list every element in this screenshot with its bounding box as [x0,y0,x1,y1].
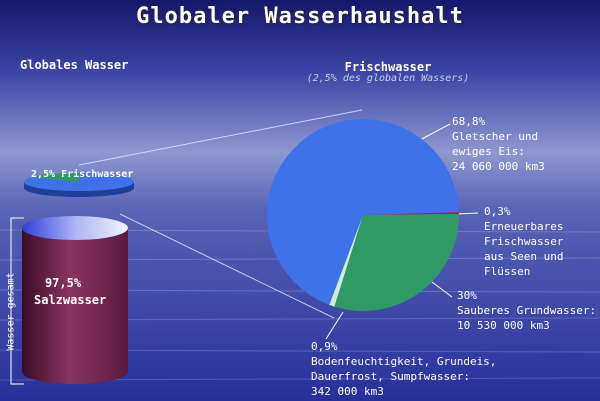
slice-label-line: 24 060 000 km3 [452,160,545,173]
slice-label-line: 0,3% [484,205,511,218]
slice-label-line: 68,8% [452,115,486,128]
slice-label-line: Erneuerbares [484,220,564,233]
leader-glacier [419,123,451,141]
pie-slice-glacier [267,119,459,305]
slice-label-line: 342 000 km3 [311,385,384,398]
slice-label-line: Gletscher und [452,130,539,143]
slice-label-line: Bodenfeuchtigkeit, Grundeis, [311,355,497,368]
left-title: Globales Wasser [20,58,129,72]
slice-label-line: Sauberes Grundwasser: [457,304,597,317]
salt-water-cylinder [22,216,128,384]
leader-lines [325,123,479,340]
chart-subtitle: (2,5% des globalen Wassers) [306,73,470,84]
pie-slice-renewable [363,212,459,215]
slice-label-line: aus Seen und [484,250,564,263]
label-glacier: 68,8% Gletscher und ewiges Eis: 24 060 000 … [452,114,545,174]
cylinder-name: Salzwasser [34,293,107,307]
pie-slice-soil [329,215,363,307]
slice-label-line: 30% [457,289,477,302]
slice-label-line: Flüssen [484,265,531,278]
slice-label-line: Dauerfrost, Sumpfwasser: [311,370,470,383]
mini-pie-label: 2,5% Frischwasser [31,169,134,180]
leader-ground [431,281,453,298]
cylinder-body [22,228,128,384]
mini-pie [24,172,134,197]
cylinder-label: 97,5% Salzwasser [34,275,107,309]
slice-label-line: Frischwasser [484,235,564,248]
leader-soil [325,311,344,340]
mini-pie-fresh-slice [30,172,79,182]
cylinder-top [22,216,128,240]
connector-bottom [119,213,335,319]
slice-label-line: 0,9% [311,340,338,353]
side-label: Wasser gesamt [5,272,17,351]
page-title: Globaler Wasserhaushalt [136,4,464,29]
connector-lines [78,109,363,319]
freshwater-pie [267,119,459,311]
label-renewable: 0,3% Erneuerbares Frischwasser aus Seen und… [484,204,563,279]
connector-top [78,109,363,166]
label-ground: 30% Sauberes Grundwasser: 10 530 000 km3 [457,288,596,333]
pie-slice-ground [334,213,459,311]
slice-label-line: 10 530 000 km3 [457,319,550,332]
label-soil: 0,9% Bodenfeuchtigkeit, Grundeis, Dauerfro… [311,339,496,399]
chart-title: Frischwasser [344,60,432,74]
slice-label-line: ewiges Eis: [452,145,525,158]
cylinder-percent: 97,5% [44,276,82,290]
leader-renewable [457,212,479,215]
side-bracket [10,217,24,385]
